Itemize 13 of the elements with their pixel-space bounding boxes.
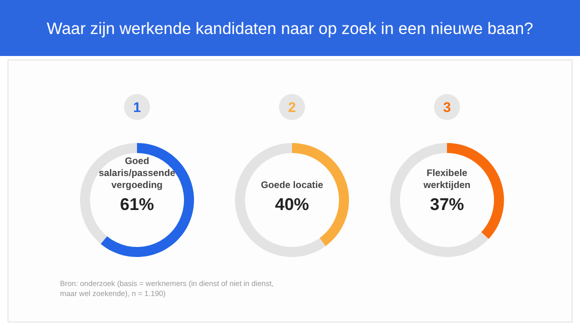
slice-label: Goed salaris/passende vergoeding [98, 156, 176, 191]
slice-label: Flexibele werktijden [422, 168, 471, 191]
text: Waar zijn werkende kandidaten naar op zoek in een nieuwe baan? [46, 20, 534, 38]
text: 2 [288, 99, 296, 115]
text: 3 [443, 99, 452, 115]
donut-slice [235, 143, 326, 257]
slice-label: Goede locatie [260, 180, 324, 191]
data-label: 37% [430, 195, 464, 214]
donut-slice [100, 143, 194, 257]
data-label: 40% [274, 195, 310, 214]
text: 1 [133, 99, 142, 115]
donut-slice [390, 143, 489, 257]
data-label: 61% [120, 195, 154, 214]
